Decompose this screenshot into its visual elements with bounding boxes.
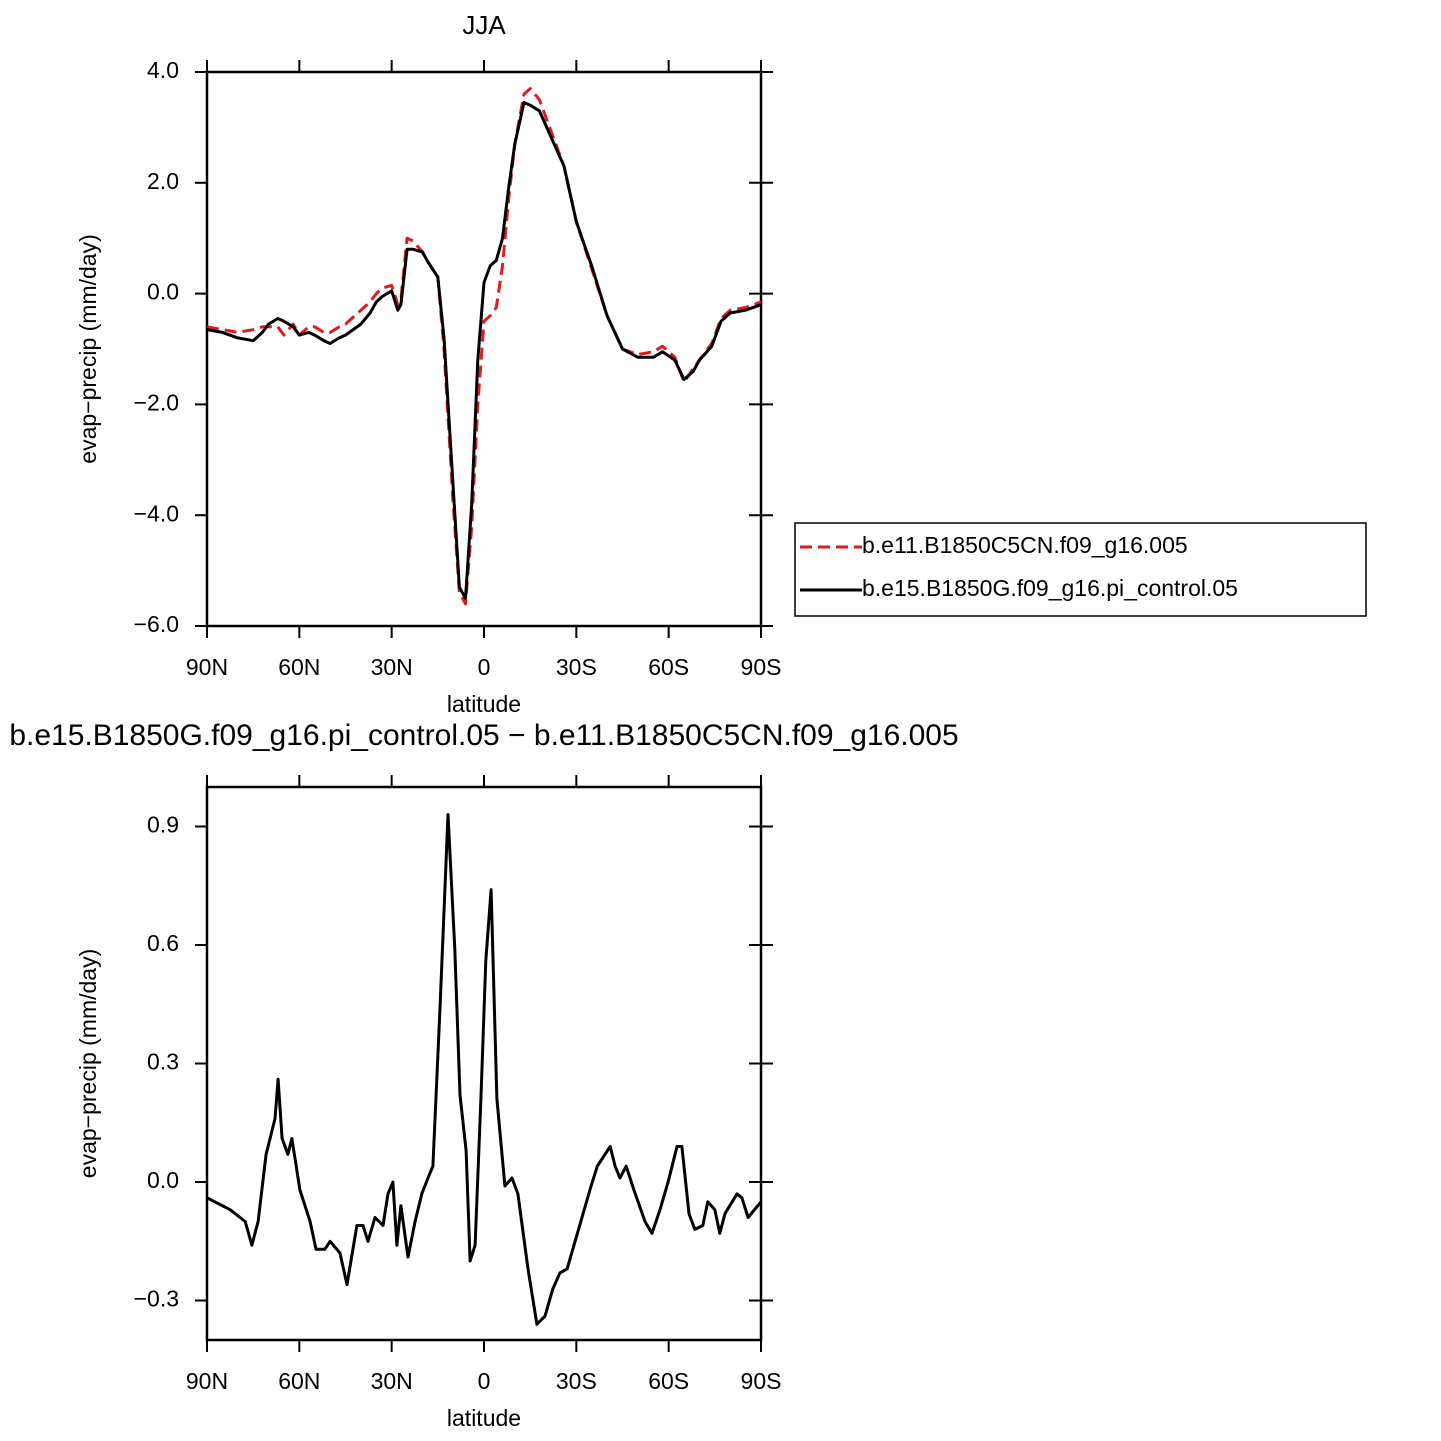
legend-box [794,522,1367,617]
legend-label: b.e15.B1850G.f09_g16.pi_control.05 [862,575,1238,601]
chart-title: JJA [462,10,506,40]
data-line [206,87,762,606]
plot-frame [205,785,763,1342]
x-tick-label: 60N [278,1368,320,1394]
y-tick-label: −4.0 [134,500,179,526]
y-tick-label: 0.3 [147,1049,179,1075]
x-axis-label: latitude [447,1405,521,1431]
y-tick-label: 0.6 [147,930,179,956]
x-tick-label: 90N [186,1368,228,1394]
x-tick-label: 30N [371,1368,413,1394]
x-tick-label: 30N [371,654,413,680]
y-tick-label: −0.3 [134,1286,179,1312]
x-tick-label: 60S [648,1368,689,1394]
legend-label: b.e11.B1850C5CN.f09_g16.005 [862,532,1188,558]
x-tick-label: 90S [741,1368,782,1394]
x-tick-label: 90S [741,654,782,680]
y-tick-label: −6.0 [134,611,179,637]
data-line [206,101,762,600]
plot-frame [205,70,763,628]
x-tick-label: 60S [648,654,689,680]
x-tick-label: 90N [186,654,228,680]
data-line [206,813,763,1326]
y-tick-label: 0.0 [147,1167,179,1193]
y-tick-label: 4.0 [147,57,179,83]
y-tick-label: 0.0 [147,279,179,305]
y-tick-label: 0.9 [147,812,179,838]
y-tick-label: 2.0 [147,168,179,194]
y-axis-label: evap−precip (mm/day) [75,949,101,1178]
y-axis-label: evap−precip (mm/day) [75,234,101,463]
y-tick-label: −2.0 [134,389,179,415]
chart-title: b.e15.B1850G.f09_g16.pi_control.05 − b.e… [9,719,958,752]
x-axis-label: latitude [447,691,521,717]
x-tick-label: 0 [478,654,491,680]
x-tick-label: 60N [278,654,320,680]
x-tick-label: 0 [478,1368,491,1394]
x-tick-label: 30S [556,654,597,680]
x-tick-label: 30S [556,1368,597,1394]
